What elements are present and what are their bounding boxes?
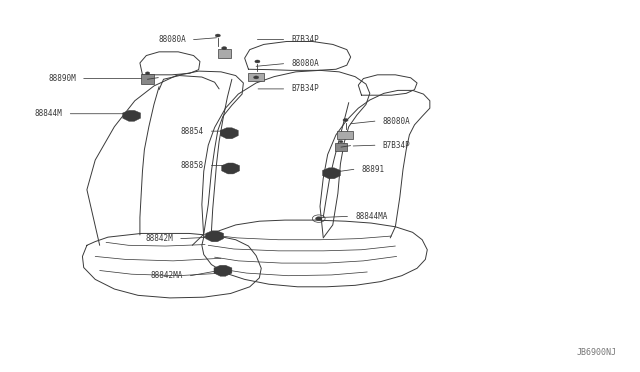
Text: JB6900NJ: JB6900NJ	[577, 348, 617, 357]
Text: 88080A: 88080A	[383, 117, 410, 126]
Text: 88080A: 88080A	[158, 35, 186, 44]
Polygon shape	[214, 265, 232, 276]
Text: 88858: 88858	[180, 161, 204, 170]
Text: B7B34P: B7B34P	[291, 84, 319, 93]
Bar	[335, 143, 347, 151]
Text: 88844M: 88844M	[35, 109, 63, 118]
Text: 88842MA: 88842MA	[150, 271, 182, 280]
Bar	[337, 131, 353, 139]
Polygon shape	[221, 163, 239, 174]
Text: B7B34P: B7B34P	[383, 141, 410, 150]
Text: B7B34P: B7B34P	[291, 35, 319, 44]
Circle shape	[253, 76, 259, 79]
Text: 88890M: 88890M	[48, 74, 76, 83]
Circle shape	[343, 119, 348, 122]
Text: 88844MA: 88844MA	[355, 212, 387, 221]
Bar	[141, 74, 154, 84]
Circle shape	[215, 34, 220, 37]
Circle shape	[221, 46, 227, 49]
Text: 88842M: 88842M	[145, 234, 173, 243]
Circle shape	[255, 60, 260, 63]
Bar	[248, 73, 264, 81]
Bar	[218, 48, 231, 58]
Text: 88080A: 88080A	[291, 59, 319, 68]
Polygon shape	[323, 168, 340, 179]
Text: 88891: 88891	[362, 165, 385, 174]
Circle shape	[145, 72, 150, 74]
Circle shape	[339, 141, 343, 143]
Text: 88854: 88854	[180, 126, 204, 136]
Polygon shape	[123, 110, 141, 121]
Polygon shape	[220, 128, 238, 139]
Circle shape	[316, 217, 322, 221]
Polygon shape	[205, 231, 223, 242]
